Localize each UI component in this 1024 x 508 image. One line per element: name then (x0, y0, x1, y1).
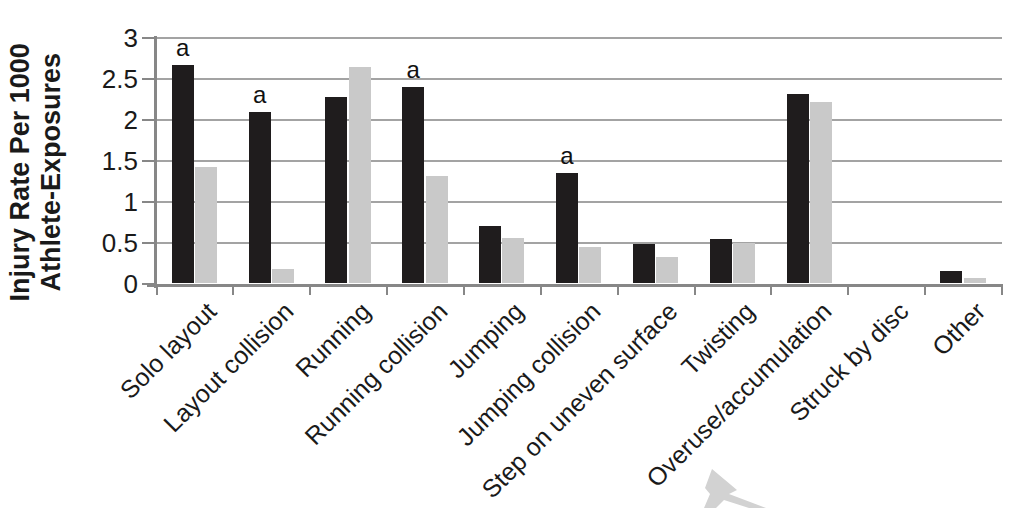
y-tick-label: 2.5 (58, 64, 138, 94)
x-axis-tick (540, 287, 542, 295)
x-axis-tick (617, 287, 619, 295)
y-tick-label: 3 (58, 23, 138, 53)
x-axis-line (147, 284, 1003, 287)
bar-black (249, 112, 271, 284)
x-axis-tick (232, 287, 234, 295)
plot-area: 00.511.522.53aSolo layoutaLayout collisi… (0, 0, 1024, 508)
x-axis-tick (386, 287, 388, 295)
bar-black (556, 173, 578, 283)
bar-gray (426, 176, 448, 283)
x-axis-tick (156, 287, 158, 295)
x-axis-tick (924, 287, 926, 295)
bar-black (940, 271, 962, 283)
bar-gray (810, 102, 832, 284)
y-tick-label: 1.5 (58, 146, 138, 176)
bar-gray (656, 257, 678, 283)
bar-gray (195, 167, 217, 283)
gridline (157, 242, 1003, 244)
y-tick-label: 0 (58, 269, 138, 299)
x-axis-tick (770, 287, 772, 295)
bar-gray (733, 243, 755, 283)
x-axis-tick (847, 287, 849, 295)
bar-black (402, 87, 424, 283)
y-axis-line (154, 36, 157, 288)
gridline (157, 119, 1003, 121)
x-axis-tick (463, 287, 465, 295)
significance-marker: a (398, 56, 428, 84)
x-axis-tick (1001, 287, 1003, 295)
y-tick-label: 1 (58, 187, 138, 217)
bar-gray (579, 247, 601, 283)
y-tick-label: 0.5 (58, 228, 138, 258)
significance-marker: a (168, 34, 198, 62)
x-axis-tick (694, 287, 696, 295)
bar-black (710, 239, 732, 283)
gridline (157, 37, 1003, 39)
x-axis-tick (309, 287, 311, 295)
bar-black (633, 244, 655, 283)
gridline (157, 201, 1003, 203)
bar-black (479, 226, 501, 283)
y-tick-label: 2 (58, 105, 138, 135)
bar-chart: Injury Rate Per 1000 Athlete-Exposures 0… (0, 0, 1024, 508)
bar-black (172, 65, 194, 283)
significance-marker: a (552, 142, 582, 170)
bar-gray (502, 238, 524, 283)
cursor-shape (704, 469, 766, 508)
bar-black (787, 94, 809, 284)
bar-gray (272, 269, 294, 284)
bar-gray (349, 67, 371, 283)
mouse-cursor-arrow (690, 460, 810, 508)
bar-black (325, 97, 347, 284)
significance-marker: a (245, 81, 275, 109)
gridline (157, 78, 1003, 80)
bar-gray (964, 278, 986, 284)
